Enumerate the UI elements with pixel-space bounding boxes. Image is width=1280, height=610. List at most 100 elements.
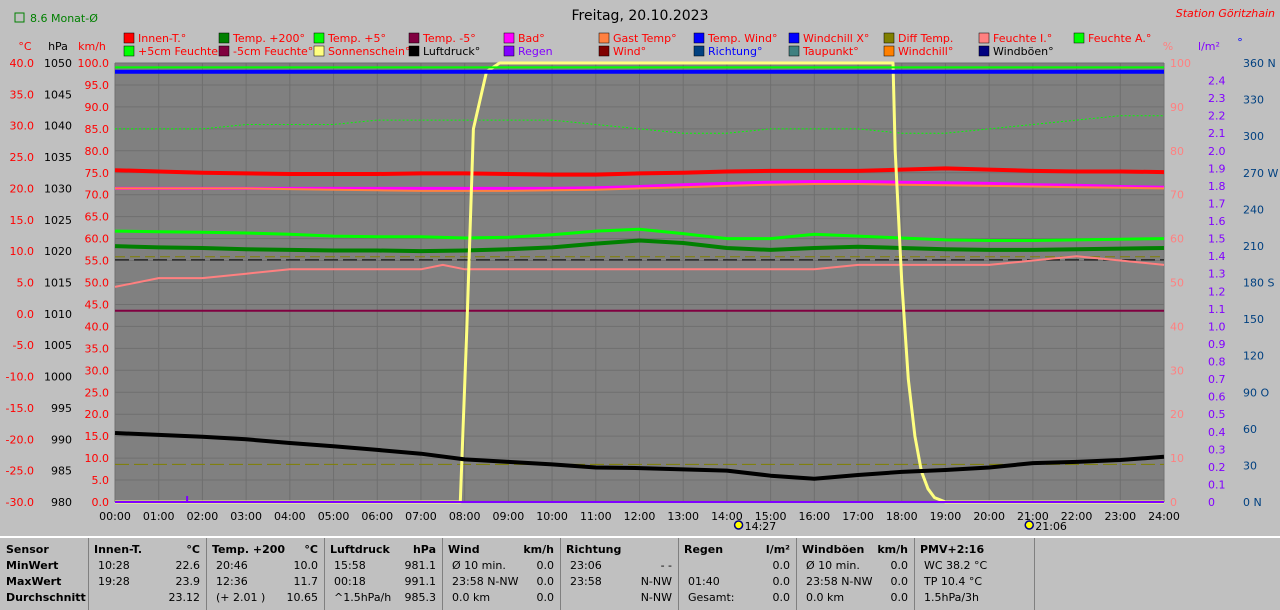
legend-swatch[interactable] [1073,32,1085,44]
rain-axis-tick: 0.7 [1208,373,1226,386]
wind-axis-tick: 5.0 [92,474,110,487]
stats-block-title: Windböen [802,543,865,556]
rain-axis-tick: 1.0 [1208,320,1226,333]
legend-swatch[interactable] [788,45,800,57]
legend-label: Wind° [613,45,646,58]
temp-axis-tick: 20.0 [10,182,35,195]
station-name: Station Göritzhain [1176,7,1275,20]
wind-axis-tick: 65.0 [85,211,110,224]
rain-axis-tick: 0.4 [1208,426,1226,439]
time-axis-tick: 16:00 [798,510,830,523]
legend-label: Temp. Wind° [707,32,777,45]
rain-axis-tick: 0.2 [1208,461,1226,474]
temp-axis-tick: -25.0 [6,465,34,478]
pressure-axis-tick: 980 [51,496,72,509]
legend-swatch[interactable] [408,32,420,44]
time-axis-tick: 05:00 [318,510,350,523]
legend-swatch[interactable] [218,32,230,44]
stats-row-label: MaxWert [6,575,62,588]
legend-swatch[interactable] [123,45,135,57]
direction-axis-tick: 120 [1243,350,1264,363]
legend-swatch[interactable] [408,45,420,57]
stats-cell-label: 1.5hPa/3h [924,591,980,604]
pressure-axis-tick: 1045 [44,88,72,101]
legend-swatch[interactable] [598,45,610,57]
legend-label: Temp. +5° [327,32,386,45]
legend-label: Windchill° [898,45,953,58]
stats-cell-value: 981.1 [404,559,437,572]
stats-cell-label: 15:58 [334,559,366,572]
time-axis-tick: 04:00 [274,510,306,523]
legend-swatch[interactable] [218,45,230,57]
legend-swatch[interactable] [693,32,705,44]
legend-swatch[interactable] [313,45,325,57]
rain-axis-tick: 0.8 [1208,356,1226,369]
legend-swatch[interactable] [978,45,990,57]
direction-axis-tick: 150 [1243,313,1264,326]
sun-event-icon [1024,520,1034,530]
stats-cell-value: - - [660,559,672,572]
stats-block: Innen-T. °C 10:28 22.6 19:28 23.9 23.12 [88,538,207,610]
pressure-axis-tick: 1020 [44,245,72,258]
pressure-axis-tick: 1040 [44,120,72,133]
stats-cell-label: 20:46 [216,559,248,572]
wind-axis-tick: 10.0 [85,452,110,465]
legend-swatch[interactable] [693,45,705,57]
rain-axis-tick: 2.0 [1208,145,1226,158]
stats-cell-value: 10.0 [293,559,319,572]
stats-block: Richtung 23:06 - - 23:58 N-NW N-NW [560,538,679,610]
temp-axis-tick: 30.0 [10,120,35,133]
rain-axis-tick: 0.5 [1208,408,1226,421]
direction-axis-tick: 0 N [1243,496,1262,509]
time-axis-tick: 17:00 [842,510,874,523]
stats-cell-value: 991.1 [404,575,437,588]
stats-block-unit: km/h [523,543,554,556]
percent-axis-unit: % [1163,40,1173,53]
rain-bar [186,496,189,502]
legend-swatch[interactable] [883,45,895,57]
wind-axis-tick: 40.0 [85,320,110,333]
rain-axis-tick: 1.4 [1208,250,1226,263]
legend-swatch[interactable] [883,32,895,44]
wind-axis-tick: 50.0 [85,277,110,290]
direction-axis-tick: 210 [1243,240,1264,253]
time-axis-tick: 24:00 [1148,510,1180,523]
stats-cell-value: 22.6 [175,559,201,572]
legend-swatch[interactable] [503,32,515,44]
stats-block-unit: hPa [412,543,436,556]
time-axis-tick: 11:00 [580,510,612,523]
stats-cell-value: N-NW [640,591,672,604]
pressure-axis-tick: 1030 [44,182,72,195]
legend-swatch[interactable] [313,32,325,44]
percent-axis-tick: 60 [1170,233,1184,246]
series-line [114,238,1165,254]
time-axis-tick: 13:00 [667,510,699,523]
temp-axis-tick: -30.0 [6,496,34,509]
stats-cell-value: N-NW [640,575,672,588]
stats-block-title: Temp. +200 [212,543,286,556]
time-axis-tick: 03:00 [230,510,262,523]
temp-axis-tick: 15.0 [10,214,35,227]
legend-swatch[interactable] [123,32,135,44]
stats-block-title: Richtung [566,543,622,556]
legend-swatch[interactable] [598,32,610,44]
temp-axis-tick: -15.0 [6,402,34,415]
time-axis-tick: 23:00 [1104,510,1136,523]
percent-axis-tick: 10 [1170,452,1184,465]
time-axis-tick: 19:00 [930,510,962,523]
legend-swatch[interactable] [978,32,990,44]
sun-event-time: 14:27 [745,520,777,533]
series-line [115,115,1164,134]
stats-cell-label: 10:28 [98,559,130,572]
wind-axis-tick: 45.0 [85,298,110,311]
time-axis-tick: 02:00 [187,510,219,523]
stats-cell-label: ^1.5hPa/h [334,591,392,604]
legend-label: -5cm Feuchte° [233,45,313,58]
legend-swatch[interactable] [788,32,800,44]
time-axis-tick: 06:00 [361,510,393,523]
wind-axis-tick: 80.0 [85,145,110,158]
temp-axis-tick: 5.0 [17,277,35,290]
rain-axis-tick: 1.8 [1208,180,1226,193]
legend-swatch[interactable] [503,45,515,57]
stats-block-unit: l/m² [765,543,790,556]
